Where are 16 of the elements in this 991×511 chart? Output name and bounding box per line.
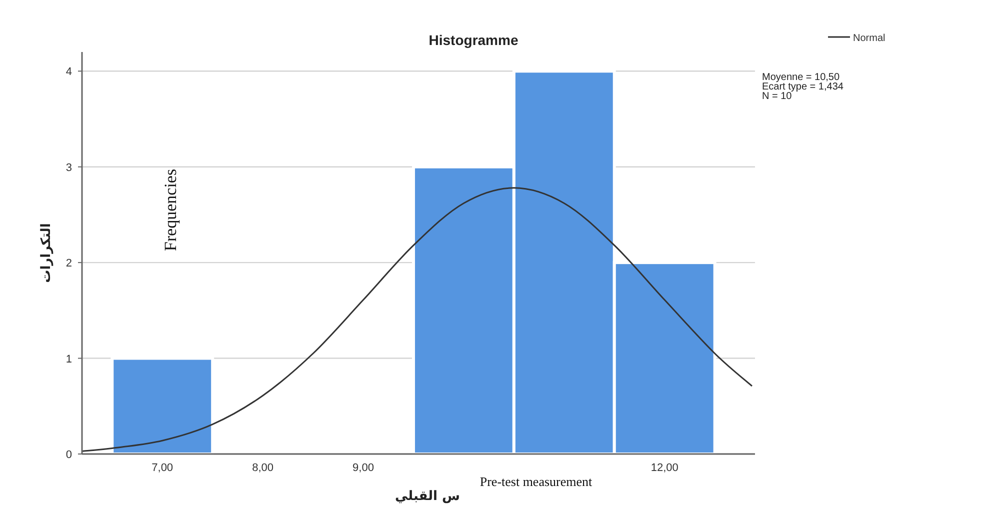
y-tick-label: 1 bbox=[66, 353, 72, 366]
y-axis-title: التكرارات bbox=[39, 223, 54, 283]
y-tick-label: 3 bbox=[66, 162, 72, 174]
x-tick-label: 7,00 bbox=[152, 462, 174, 474]
y-tick-label: 0 bbox=[66, 449, 72, 461]
text: Pre-test measurement bbox=[480, 474, 593, 489]
x-tick-label: 12,00 bbox=[650, 462, 678, 474]
x-tick-label: 8,00 bbox=[252, 462, 274, 474]
annotation: Frequencies bbox=[161, 168, 180, 252]
y-tick-label: 4 bbox=[66, 66, 72, 78]
x-axis-title: س القبلي bbox=[395, 489, 460, 504]
y-tick-label: 2 bbox=[66, 258, 72, 270]
chart-title: Histogramme bbox=[428, 32, 518, 48]
x-tick-label: 9,00 bbox=[352, 462, 374, 474]
text: Moyenne = 10,50 Ecart type = 1,434 N = 10 bbox=[762, 72, 844, 102]
legend-label: Normal bbox=[853, 33, 886, 44]
